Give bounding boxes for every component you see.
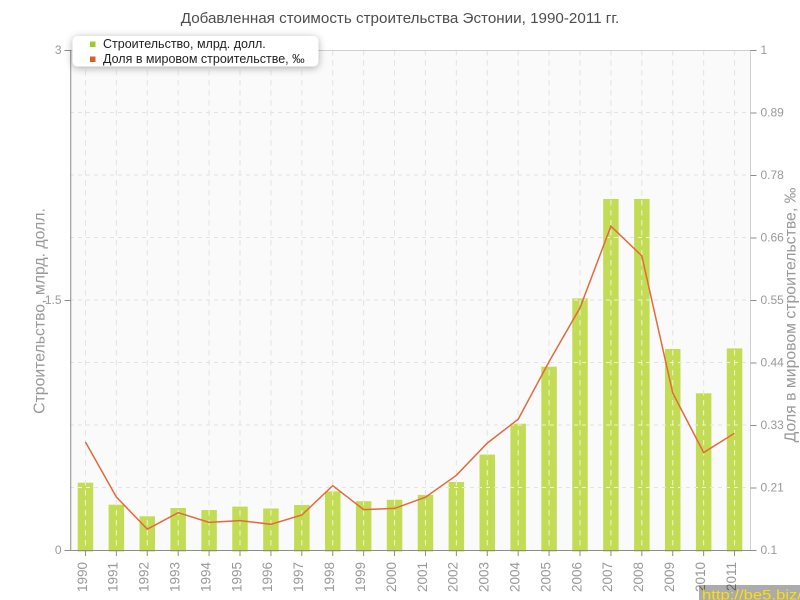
svg-text:2005: 2005 — [538, 562, 553, 592]
svg-text:Доля в мировом строительстве,: Доля в мировом строительстве, ‰ — [783, 187, 800, 442]
svg-text:0: 0 — [55, 543, 62, 557]
svg-text:2001: 2001 — [415, 562, 430, 592]
svg-text:0.66: 0.66 — [761, 231, 785, 245]
svg-text:0.33: 0.33 — [761, 418, 785, 432]
svg-text:1990: 1990 — [75, 562, 90, 592]
svg-text:Строительство, млрд. долл.: Строительство, млрд. долл. — [103, 37, 266, 51]
svg-text:Строительство, млрд. долл.: Строительство, млрд. долл. — [32, 208, 49, 414]
svg-text:3: 3 — [55, 43, 62, 57]
svg-text:http://be5.biz/: http://be5.biz/ — [702, 588, 800, 600]
svg-text:1996: 1996 — [260, 562, 275, 592]
svg-text:1995: 1995 — [229, 562, 244, 592]
svg-text:0.89: 0.89 — [761, 106, 785, 120]
svg-text:0.55: 0.55 — [761, 293, 785, 307]
svg-text:1993: 1993 — [167, 562, 182, 592]
svg-text:1999: 1999 — [353, 562, 368, 592]
svg-text:0.44: 0.44 — [761, 356, 785, 370]
svg-text:1991: 1991 — [106, 562, 121, 592]
svg-text:1.5: 1.5 — [45, 293, 62, 307]
svg-text:0.1: 0.1 — [761, 543, 778, 557]
svg-text:2000: 2000 — [384, 562, 399, 592]
svg-text:2002: 2002 — [446, 562, 461, 592]
svg-text:2007: 2007 — [600, 562, 615, 592]
svg-text:2010: 2010 — [693, 562, 708, 592]
svg-text:1998: 1998 — [322, 562, 337, 592]
svg-text:0.21: 0.21 — [761, 481, 785, 495]
svg-text:1: 1 — [761, 43, 768, 57]
svg-text:2006: 2006 — [569, 562, 584, 592]
svg-text:2009: 2009 — [662, 562, 677, 592]
svg-text:Доля в мировом строительстве,: Доля в мировом строительстве, ‰ — [103, 52, 305, 66]
svg-text:1992: 1992 — [137, 562, 152, 592]
svg-text:2008: 2008 — [631, 562, 646, 592]
svg-text:2011: 2011 — [724, 562, 739, 591]
svg-text:2003: 2003 — [477, 562, 492, 592]
svg-text:1997: 1997 — [291, 562, 306, 592]
svg-text:Добавленная стоимость строител: Добавленная стоимость строительства Эсто… — [181, 10, 620, 27]
svg-text:0.78: 0.78 — [761, 168, 785, 182]
svg-text:2004: 2004 — [507, 562, 522, 593]
svg-text:1994: 1994 — [198, 562, 213, 593]
